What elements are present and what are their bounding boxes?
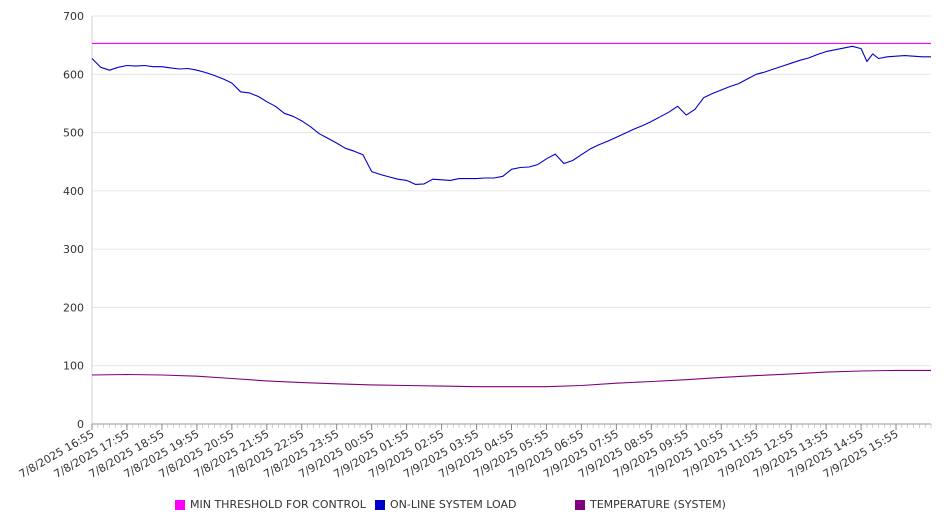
x-axis: 7/8/2025 16:557/8/2025 17:557/8/2025 18:… xyxy=(17,423,932,481)
y-tick-label: 700 xyxy=(63,10,84,23)
legend-item-threshold: MIN THRESHOLD FOR CONTROL xyxy=(175,498,366,511)
y-tick-label: 500 xyxy=(63,127,84,140)
y-tick-label: 100 xyxy=(63,360,84,373)
legend-label-threshold: MIN THRESHOLD FOR CONTROL xyxy=(190,498,366,511)
legend-swatch-threshold xyxy=(175,499,185,510)
legend-swatch-temperature xyxy=(575,499,585,510)
y-tick-label: 600 xyxy=(63,68,84,81)
legend-item-system-load: ON-LINE SYSTEM LOAD xyxy=(375,498,516,511)
y-tick-label: 400 xyxy=(63,185,84,198)
temperature-line xyxy=(91,369,931,388)
legend: MIN THRESHOLD FOR CONTROL ON-LINE SYSTEM… xyxy=(0,498,946,514)
legend-item-temperature: TEMPERATURE (SYSTEM) xyxy=(575,498,726,511)
series-lines xyxy=(91,42,931,388)
legend-label-system-load: ON-LINE SYSTEM LOAD xyxy=(390,498,517,511)
grid-lines xyxy=(92,15,931,367)
system-load-line xyxy=(91,45,931,185)
y-tick-label: 200 xyxy=(63,301,84,314)
legend-swatch-system-load xyxy=(375,499,385,510)
y-tick-label: 0 xyxy=(77,418,84,431)
y-tick-label: 300 xyxy=(63,243,84,256)
legend-label-temperature: TEMPERATURE (SYSTEM) xyxy=(590,498,726,511)
y-axis: 0 100 200 300 400 500 600 700 xyxy=(63,10,93,431)
